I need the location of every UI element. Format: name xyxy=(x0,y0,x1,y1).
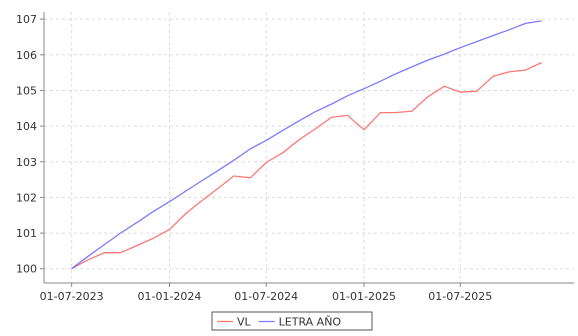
y-tick-label: 104 xyxy=(16,120,37,133)
y-tick-label: 102 xyxy=(16,191,37,204)
y-tick-label: 106 xyxy=(16,49,37,62)
series-line-letra-ano xyxy=(71,20,542,270)
series-line-vl xyxy=(71,62,542,270)
legend: VL LETRA AÑO xyxy=(211,311,373,331)
y-tick-label: 100 xyxy=(16,263,37,276)
x-tick-label: 01-07-2024 xyxy=(234,290,298,303)
y-tick-label: 103 xyxy=(16,156,37,169)
axis-layer: 100 101 102 103 104 105 106 107 01-07-2023 01-01-… xyxy=(16,12,574,303)
series-layer xyxy=(71,20,542,270)
x-tick-label: 01-01-2024 xyxy=(137,290,201,303)
x-tick-label: 01-07-2025 xyxy=(428,290,492,303)
y-tick-label: 101 xyxy=(16,227,37,240)
legend-box xyxy=(211,311,373,331)
y-tick-label: 105 xyxy=(16,84,37,97)
legend-label: LETRA AÑO xyxy=(279,316,342,329)
legend-label: VL xyxy=(237,316,252,329)
x-tick-label: 01-07-2023 xyxy=(40,290,104,303)
x-tick-label: 01-01-2025 xyxy=(332,290,396,303)
grid-layer xyxy=(44,12,574,283)
y-tick-label: 107 xyxy=(16,13,37,26)
